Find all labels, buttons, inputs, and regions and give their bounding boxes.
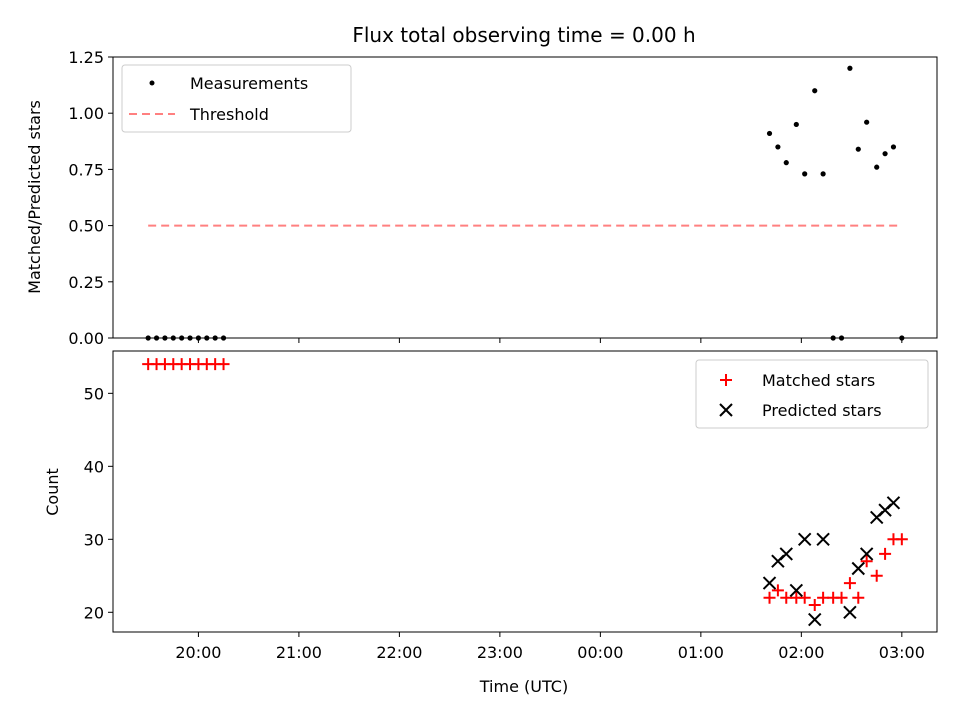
matched-star-point — [780, 591, 793, 604]
matched-star-point — [771, 584, 784, 597]
bottom-plot-marks — [142, 358, 908, 627]
matched-star-point — [835, 591, 848, 604]
predicted-star-point — [762, 576, 777, 590]
measurement-point — [874, 164, 880, 170]
measurement-point — [162, 335, 168, 341]
y-tick-label: 20 — [84, 603, 104, 622]
measurement-point — [812, 88, 818, 94]
top-y-ticks: 0.00 0.25 0.50 0.75 1.00 1.25 — [68, 48, 113, 348]
measurement-point — [783, 160, 789, 166]
bottom-legend-box — [695, 359, 929, 429]
matched-star-point — [798, 591, 811, 604]
measurement-point — [775, 144, 781, 150]
predicted-star-point — [779, 547, 793, 561]
measurement-point — [882, 151, 888, 157]
y-tick-label: 40 — [84, 457, 104, 476]
measurement-point — [220, 335, 227, 341]
measurement-point — [204, 335, 210, 341]
measurement-point — [838, 335, 845, 341]
x-axis-label: Time (UTC) — [479, 677, 568, 696]
matched-star-point — [843, 577, 856, 590]
measurement-point — [170, 335, 176, 341]
measurement-point — [820, 171, 826, 177]
legend-measurements-label: Measurements — [190, 74, 308, 93]
top-legend: Measurements Threshold — [121, 64, 352, 133]
measurement-point — [179, 335, 185, 341]
x-tick-label: 02:00 — [778, 643, 824, 662]
y-tick-label: 0.25 — [68, 273, 104, 292]
predicted-star-point — [859, 547, 874, 561]
measurement-point — [802, 171, 808, 177]
y-tick-label: 1.25 — [68, 48, 104, 67]
measurement-point — [830, 335, 836, 341]
predicted-star-point — [797, 532, 812, 547]
y-tick-label: 1.00 — [68, 104, 104, 123]
measurement-point — [212, 335, 218, 341]
top-plot-marks — [145, 65, 905, 341]
legend-threshold-label: Threshold — [189, 105, 269, 124]
x-tick-label: 21:00 — [276, 643, 322, 662]
top-legend-box — [121, 64, 352, 133]
predicted-star-point — [851, 561, 865, 576]
bottom-panel: 20 30 40 50 20:00 21:00 22:00 23:00 00:00 01:00 0… — [43, 350, 938, 696]
top-panel: 0.00 0.25 0.50 0.75 1.00 1.25 Matched/Predict… — [25, 48, 938, 348]
measurement-point — [195, 335, 202, 341]
matched-star-point — [860, 555, 873, 568]
predicted-star-point — [843, 605, 857, 620]
measurement-point — [153, 335, 160, 341]
legend-matched-label: Matched stars — [762, 371, 875, 390]
bottom-axes-frame — [112, 350, 938, 633]
x-tick-label: 03:00 — [879, 643, 925, 662]
x-tick-label: 22:00 — [376, 643, 422, 662]
bottom-legend: Matched stars Predicted stars — [695, 359, 929, 429]
y-tick-label: 30 — [84, 530, 104, 549]
x-tick-label: 20:00 — [175, 643, 221, 662]
legend-matched-marker-icon — [720, 374, 732, 386]
measurement-point — [890, 144, 897, 150]
matched-star-point — [852, 591, 865, 604]
measurement-point — [793, 121, 799, 128]
matched-star-point — [763, 591, 776, 604]
matched-star-point — [870, 569, 883, 582]
top-axes-frame — [112, 56, 938, 339]
legend-predicted-label: Predicted stars — [762, 401, 882, 420]
matched-star-point — [879, 547, 892, 560]
measurement-point — [855, 146, 861, 152]
bottom-y-ticks: 20 30 40 50 — [84, 384, 113, 622]
predicted-star-point — [808, 612, 822, 627]
top-x-ticks — [197, 338, 903, 343]
measurement-point — [847, 65, 853, 71]
y-tick-label: 50 — [84, 384, 104, 403]
matched-star-point — [895, 533, 908, 546]
predicted-star-point — [816, 532, 830, 547]
measurement-point — [145, 335, 151, 341]
measurement-point — [187, 335, 193, 341]
measurement-point — [899, 335, 905, 341]
matched-star-point — [808, 598, 821, 611]
y-tick-label: 0.00 — [68, 329, 104, 348]
measurement-point — [864, 119, 870, 125]
measurement-point — [766, 130, 773, 137]
predicted-star-point — [789, 583, 804, 598]
matched-star-point — [217, 358, 230, 371]
legend-measurements-marker-icon — [149, 80, 155, 86]
predicted-star-point — [886, 496, 901, 510]
bottom-x-ticks: 20:00 21:00 22:00 23:00 00:00 01:00 02:00 03:00 — [175, 632, 925, 662]
legend-predicted-marker-icon — [719, 403, 733, 417]
y-tick-label: 0.50 — [68, 217, 104, 236]
y-tick-label: 0.75 — [68, 160, 104, 179]
top-y-axis-label: Matched/Predicted stars — [25, 100, 44, 294]
x-tick-label: 00:00 — [577, 643, 623, 662]
bottom-y-axis-label: Count — [43, 468, 62, 516]
x-tick-label: 23:00 — [477, 643, 523, 662]
x-tick-label: 01:00 — [678, 643, 724, 662]
chart-title: Flux total observing time = 0.00 h — [352, 23, 695, 47]
matched-star-point — [817, 591, 830, 604]
